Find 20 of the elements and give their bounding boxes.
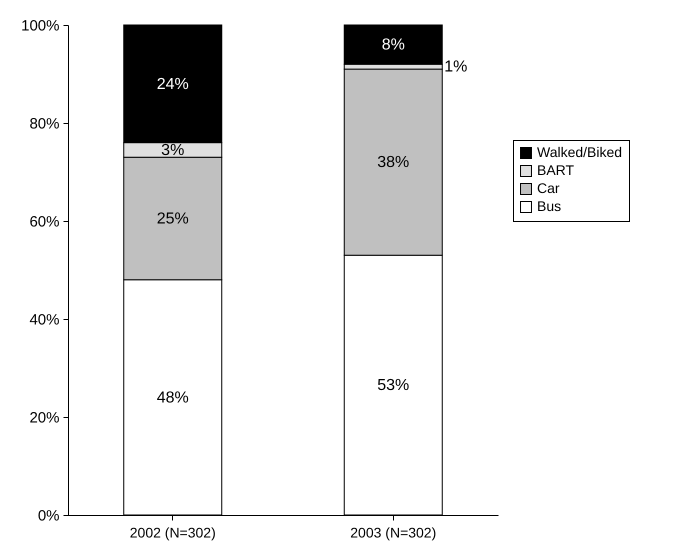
data-label: 53% [377,377,410,394]
legend-label: BART [537,162,575,178]
legend-label: Walked/Biked [537,144,622,160]
y-tick-label: 20% [29,410,60,426]
x-tick-label: 2003 (N=302) [350,524,436,540]
y-tick-label: 40% [29,312,60,328]
y-tick-label: 100% [21,18,60,34]
data-label: 8% [382,36,405,54]
legend-label: Bus [537,198,562,214]
y-tick-label: 0% [38,508,60,524]
x-tick-label: 2002 (N=302) [130,524,216,540]
data-label: 3% [161,142,184,159]
data-label: 38% [377,154,410,172]
y-tick-label: 60% [29,214,60,230]
y-tick-label: 80% [29,116,60,132]
data-label: 25% [156,210,189,228]
data-label: 48% [156,389,189,406]
data-label: 24% [156,76,189,93]
legend-label: Car [537,180,560,196]
data-label: 1% [444,58,468,76]
